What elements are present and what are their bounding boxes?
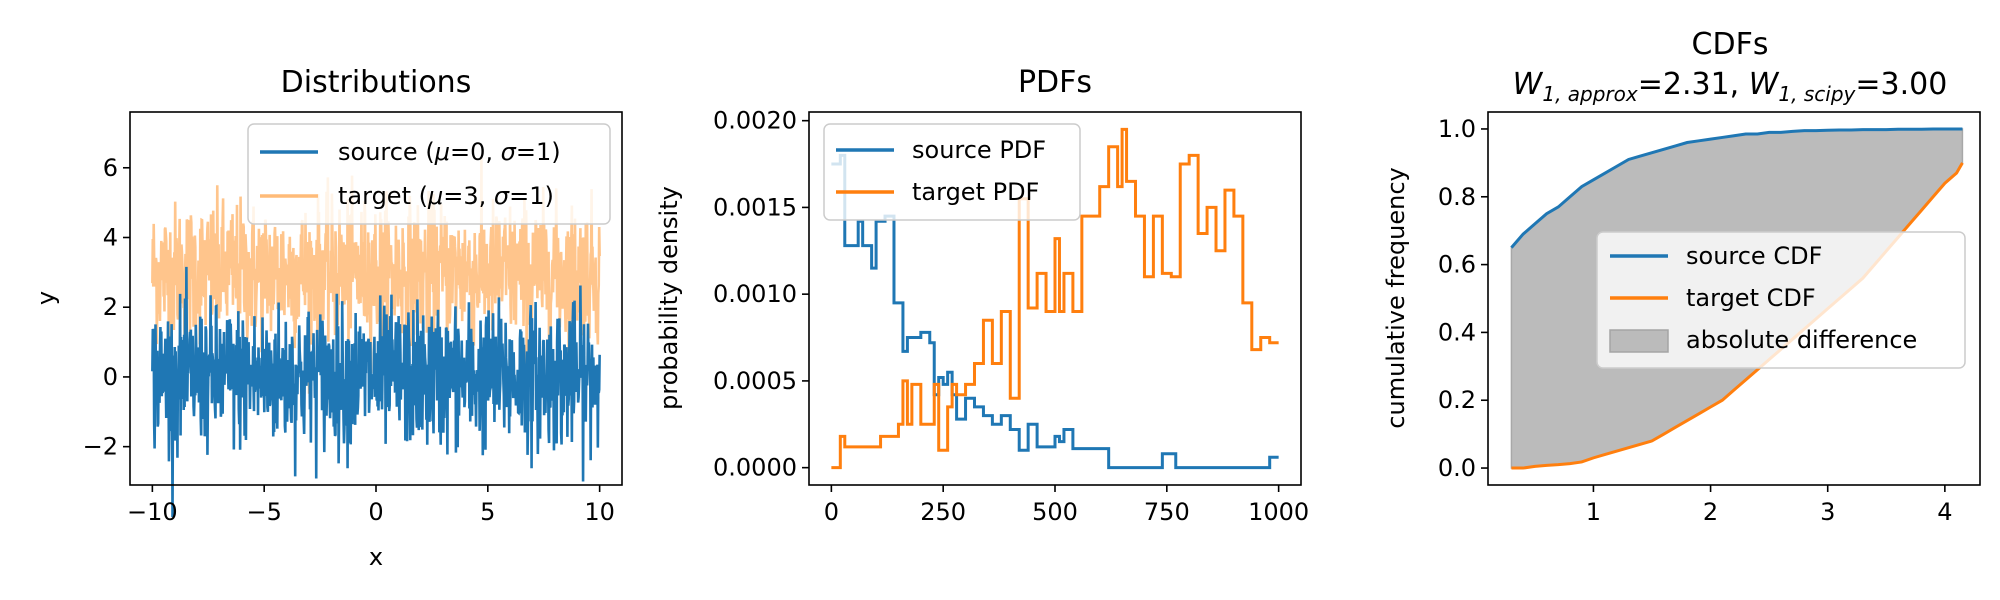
pdfs-panel: PDFs 0 250 500 750 1000 0.0000 0.0005 0.0010 0.0…	[655, 65, 1309, 526]
cdfs-xtick-label: 2	[1703, 498, 1718, 526]
series-line-source-cdf	[1510, 127, 1963, 249]
cdfs-ytick-label: 0.8	[1438, 183, 1476, 211]
pdfs-plot-area	[831, 127, 1279, 470]
cdfs-ytick-label: 1.0	[1438, 115, 1476, 143]
series-line-target-pdf	[831, 127, 1279, 470]
cdfs-ytick-label: 0.0	[1438, 454, 1476, 482]
distributions-ytick-label: 2	[103, 293, 118, 321]
distributions-ytick-label: 6	[103, 154, 118, 182]
cdfs-panel: CDFs W1, approx=2.31, W1, scipy=3.00 1 2 3…	[1382, 27, 1981, 526]
distributions-xtick-label: 5	[480, 498, 495, 526]
cdfs-ytick-label: 0.4	[1438, 318, 1476, 346]
pdfs-title: PDFs	[1018, 65, 1092, 100]
pdfs-ticks: 0 250 500 750 1000 0.0000 0.0005 0.0010 0.0015 0.…	[713, 107, 1309, 526]
distributions-xtick-label: 10	[584, 498, 615, 526]
cdfs-title-line1: CDFs	[1692, 27, 1769, 62]
distributions-ytick-label: −2	[83, 433, 118, 461]
distributions-xtick-label: −10	[127, 498, 178, 526]
series-line-source-pdf	[831, 153, 1279, 470]
distributions-ytick-label: 0	[103, 363, 118, 391]
distributions-title: Distributions	[281, 65, 472, 100]
pdfs-xtick-label: 500	[1032, 498, 1078, 526]
legend-label-source: source (μ=0, σ=1)	[338, 138, 561, 166]
pdfs-xtick-label: 750	[1144, 498, 1190, 526]
distributions-ticks: −10 −5 0 5 10 −2 0 2 4 6	[83, 154, 615, 526]
cdfs-ticks: 1 2 3 4 0.0 0.2 0.4 0.6 0.8 1.0	[1438, 115, 1953, 526]
series-line-source	[151, 266, 601, 518]
pdfs-ytick-label: 0.0020	[713, 107, 797, 135]
cdfs-xtick-label: 3	[1820, 498, 1835, 526]
cdfs-ylabel: cumulative frequency	[1382, 167, 1410, 428]
distributions-ylabel: y	[32, 291, 60, 305]
legend-label-source-pdf: source PDF	[912, 136, 1046, 164]
cdfs-xtick-label: 4	[1937, 498, 1952, 526]
legend-label-absolute-difference: absolute difference	[1686, 326, 1917, 354]
cdfs-ytick-label: 0.2	[1438, 386, 1476, 414]
distributions-xtick-label: −5	[246, 498, 281, 526]
pdfs-ytick-label: 0.0005	[713, 367, 797, 395]
pdfs-xtick-label: 0	[824, 498, 839, 526]
distributions-xtick-label: 0	[368, 498, 383, 526]
distributions-legend: source (μ=0, σ=1) target (μ=3, σ=1)	[247, 123, 611, 225]
legend-label-target: target (μ=3, σ=1)	[338, 182, 554, 210]
legend-swatch-absolute-difference	[1609, 329, 1669, 353]
pdfs-legend-box	[823, 123, 1081, 221]
legend-label-target-cdf: target CDF	[1686, 284, 1816, 312]
cdfs-title-line2: W1, approx=2.31, W1, scipy=3.00	[1513, 67, 1948, 106]
distributions-plot-area	[151, 158, 601, 518]
series-line-target	[151, 158, 601, 394]
distributions-xlabel: x	[369, 543, 383, 571]
pdfs-ylabel: probability density	[655, 186, 683, 410]
pdfs-xtick-label: 1000	[1248, 498, 1309, 526]
cdfs-xtick-label: 1	[1586, 498, 1601, 526]
pdfs-legend: source PDF target PDF	[823, 123, 1081, 221]
cdfs-legend-box	[1596, 231, 1966, 369]
legend-label-target-pdf: target PDF	[912, 178, 1039, 206]
legend-label-source-cdf: source CDF	[1686, 242, 1822, 270]
pdfs-xtick-label: 250	[920, 498, 966, 526]
cdfs-legend: source CDF target CDF absolute differenc…	[1596, 231, 1966, 369]
cdfs-frame	[1487, 111, 1981, 486]
distributions-ytick-label: 4	[103, 223, 118, 251]
distributions-panel: Distributions −10 −5 0 5 10 −2 0 2 4 6 x y source…	[32, 65, 623, 571]
distributions-legend-box	[247, 123, 611, 225]
pdfs-ytick-label: 0.0015	[713, 193, 797, 221]
cdfs-ytick-label: 0.6	[1438, 251, 1476, 279]
pdfs-ytick-label: 0.0000	[713, 454, 797, 482]
pdfs-ytick-label: 0.0010	[713, 280, 797, 308]
